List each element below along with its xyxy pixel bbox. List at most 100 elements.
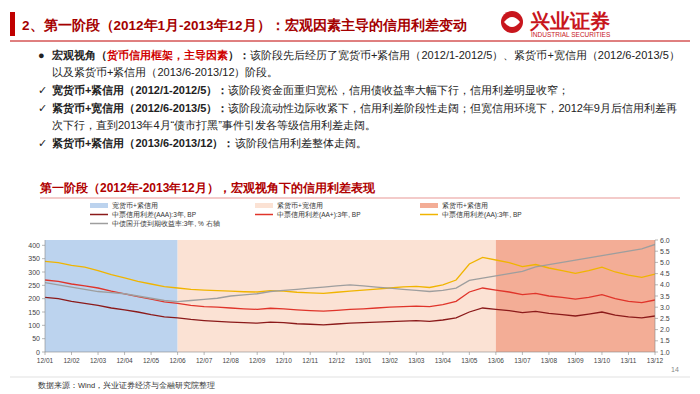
logo-english: INDUSTRIAL SECURITIES <box>531 31 611 38</box>
x-tick <box>363 352 364 355</box>
y-tick <box>42 258 45 259</box>
legend-label: 宽货币+紧信用 <box>112 202 158 210</box>
x-tick <box>151 352 152 355</box>
y-tick <box>42 245 45 246</box>
legend-swatch <box>90 214 108 216</box>
x-tick-label: 12/11 <box>302 357 318 364</box>
x-tick <box>628 352 629 355</box>
plot-area <box>45 240 655 352</box>
y-tick <box>42 312 45 313</box>
x-tick <box>655 352 656 355</box>
y2-tick <box>655 251 658 252</box>
y-tick-label: 150 <box>28 309 40 316</box>
y-tick-label: 50 <box>32 335 40 342</box>
x-tick <box>310 352 311 355</box>
x-tick <box>548 352 549 355</box>
y2-tick-label: 2.5 <box>660 315 670 322</box>
y2-tick-label: 2.0 <box>660 326 670 333</box>
bullet-symbol: ✓ <box>38 82 47 99</box>
header-rule <box>10 41 690 42</box>
y-tick-label: 250 <box>28 282 40 289</box>
x-tick <box>124 352 125 355</box>
bullet-text: 货币信用框架，主导因素 <box>107 49 228 61</box>
legend-swatch <box>90 203 108 208</box>
x-tick <box>495 352 496 355</box>
phase-band <box>178 240 496 352</box>
y2-tick-label: 4.0 <box>660 281 670 288</box>
bullet-text: 该阶段信用利差整体走阔。 <box>235 137 367 149</box>
y2-tick-label: 1.0 <box>660 349 670 356</box>
bullet: ✓紧货币+紧信用（2013/6-2013/12）：该阶段信用利差整体走阔。 <box>38 135 680 152</box>
x-tick-label: 13/05 <box>461 357 478 364</box>
y2-tick-label: 6.0 <box>660 237 670 244</box>
bullet-text: 紧货币+宽信用（2012/6-2013/5）： <box>52 102 228 114</box>
x-tick <box>71 352 72 355</box>
x-axis <box>45 352 655 353</box>
x-tick-label: 13/09 <box>567 357 584 364</box>
x-tick-label: 13/03 <box>408 357 425 364</box>
bullet: ●宏观视角（货币信用框架，主导因素）：该阶段先后经历了宽货币+紧信用（2012/… <box>38 47 680 81</box>
x-tick-label: 12/03 <box>90 357 107 364</box>
x-tick-label: 12/09 <box>249 357 266 364</box>
bullet-list: ●宏观视角（货币信用框架，主导因素）：该阶段先后经历了宽货币+紧信用（2012/… <box>38 47 680 153</box>
legend-label: 紧货币+紧信用 <box>442 202 488 210</box>
bullet-text: ）： <box>228 49 250 61</box>
x-tick <box>442 352 443 355</box>
y-tick-label: 200 <box>28 295 40 302</box>
slide-canvas: 2、第一阶段（2012年1月-2013年12月）：宏观因素主导的信用利差变动 兴业… <box>0 0 700 394</box>
x-tick <box>469 352 470 355</box>
y2-tick <box>655 340 658 341</box>
legend-swatch <box>420 214 438 216</box>
x-tick <box>522 352 523 355</box>
y-tick <box>42 325 45 326</box>
x-tick <box>45 352 46 355</box>
y-tick <box>42 285 45 286</box>
legend-swatch <box>90 223 108 225</box>
x-tick <box>416 352 417 355</box>
y2-tick <box>655 307 658 308</box>
y2-tick-label: 4.5 <box>660 270 670 277</box>
y-tick-label: 300 <box>28 269 40 276</box>
x-tick-label: 12/08 <box>223 357 240 364</box>
legend-label: 中票信用利差(AAA):3年, BP <box>112 211 196 219</box>
x-tick <box>601 352 602 355</box>
source-note: 数据来源：Wind，兴业证券经济与金融研究院整理 <box>38 381 215 390</box>
bullet-text: 该阶段资金面重归宽松，信用债收益率大幅下行，信用利差明显收窄； <box>228 84 569 96</box>
logo-icon-mark <box>504 17 520 27</box>
x-tick-label: 12/04 <box>116 357 133 364</box>
title-rule <box>40 198 680 199</box>
logo-name: 兴业证券 <box>529 10 610 32</box>
y2-tick <box>655 352 658 353</box>
phase-band <box>45 240 178 352</box>
y-tick <box>42 272 45 273</box>
x-tick <box>177 352 178 355</box>
x-tick-label: 12/10 <box>276 357 293 364</box>
y-tick <box>42 298 45 299</box>
x-tick-label: 13/04 <box>435 357 452 364</box>
legend-swatch <box>255 214 273 216</box>
header-title: 2、第一阶段（2012年1月-2013年12月）：宏观因素主导的信用利差变动 <box>22 17 467 33</box>
bullet-text: 紧货币+紧信用（2013/6-2013/12）： <box>52 137 235 149</box>
bullet: ✓宽货币+紧信用（2012/1-2012/5）：该阶段资金面重归宽松，信用债收益… <box>38 82 680 99</box>
x-tick <box>230 352 231 355</box>
y2-tick <box>655 329 658 330</box>
legend-label: 紧货币+宽信用 <box>277 202 323 210</box>
x-tick <box>98 352 99 355</box>
x-tick-label: 12/01 <box>37 357 54 364</box>
y-tick-label: 400 <box>28 242 40 249</box>
bullet-text: 宏观视角（ <box>52 49 107 61</box>
y2-tick <box>655 240 658 241</box>
x-tick <box>257 352 258 355</box>
y-tick <box>42 352 45 353</box>
legend-swatch <box>255 203 273 208</box>
logo: 兴业证券INDUSTRIAL SECURITIES <box>501 10 611 38</box>
series-line <box>45 297 655 324</box>
x-tick <box>283 352 284 355</box>
y-tick-label: 0 <box>36 349 40 356</box>
y2-tick <box>655 318 658 319</box>
legend-label: 中债国开债到期收益率:3年, % 右轴 <box>112 220 220 228</box>
x-tick-label: 12/12 <box>329 357 346 364</box>
y2-tick <box>655 284 658 285</box>
x-tick <box>575 352 576 355</box>
x-tick-label: 13/06 <box>488 357 505 364</box>
